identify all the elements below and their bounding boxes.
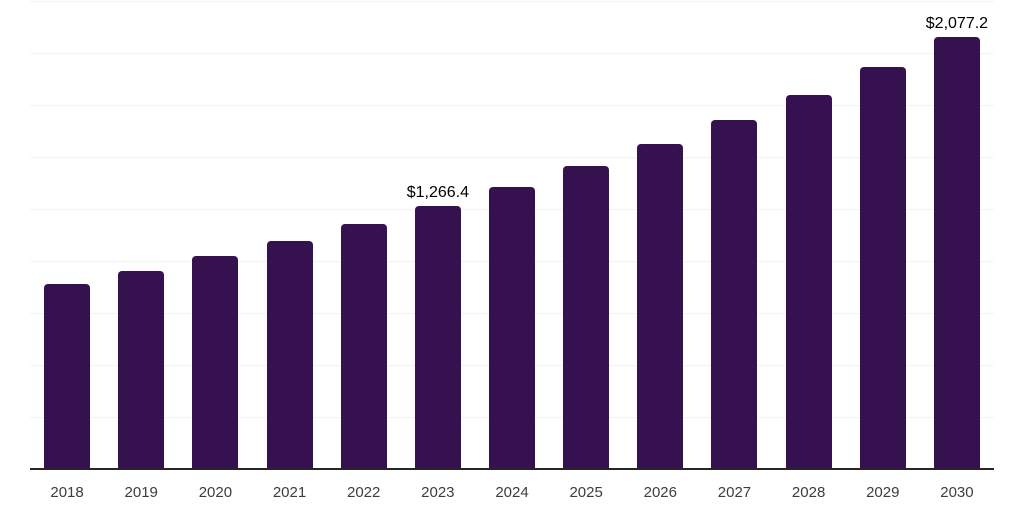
x-tick-2020: 2020 [198, 484, 233, 501]
data-label-2023: $1,266.4 [406, 183, 469, 201]
x-tick-2026: 2026 [643, 484, 677, 501]
x-tick-2023: 2023 [421, 484, 455, 501]
bar-2024 [489, 186, 535, 469]
x-tick-2024: 2024 [495, 484, 529, 501]
x-tick-2019: 2019 [124, 484, 158, 501]
bar-2022 [340, 224, 387, 469]
bar-2019 [118, 270, 165, 469]
bar-2026 [637, 143, 684, 469]
x-tick-2025: 2025 [569, 484, 603, 501]
x-tick-2022: 2022 [347, 484, 381, 501]
x-tick-2028: 2028 [791, 484, 826, 501]
data-label-2030: $2,077.2 [925, 14, 989, 32]
x-tick-2030: 2030 [940, 484, 974, 501]
bar-2018 [44, 284, 91, 469]
x-tick-2021: 2021 [272, 484, 307, 501]
gridline [30, 157, 994, 158]
bar-2021 [266, 240, 313, 469]
bar-2020 [192, 256, 239, 469]
bar-2025 [563, 166, 610, 469]
x-axis-line [30, 468, 994, 470]
bar-2029 [859, 67, 906, 469]
bar-2028 [785, 94, 832, 469]
x-tick-2018: 2018 [50, 484, 84, 501]
bar-2023 [414, 205, 461, 469]
bar-2030 [933, 36, 980, 469]
gridline [30, 105, 994, 106]
bar-2027 [711, 119, 758, 469]
gridline [30, 1, 994, 2]
gridline [30, 53, 994, 54]
x-tick-2027: 2027 [717, 484, 752, 501]
x-tick-2029: 2029 [866, 484, 900, 501]
